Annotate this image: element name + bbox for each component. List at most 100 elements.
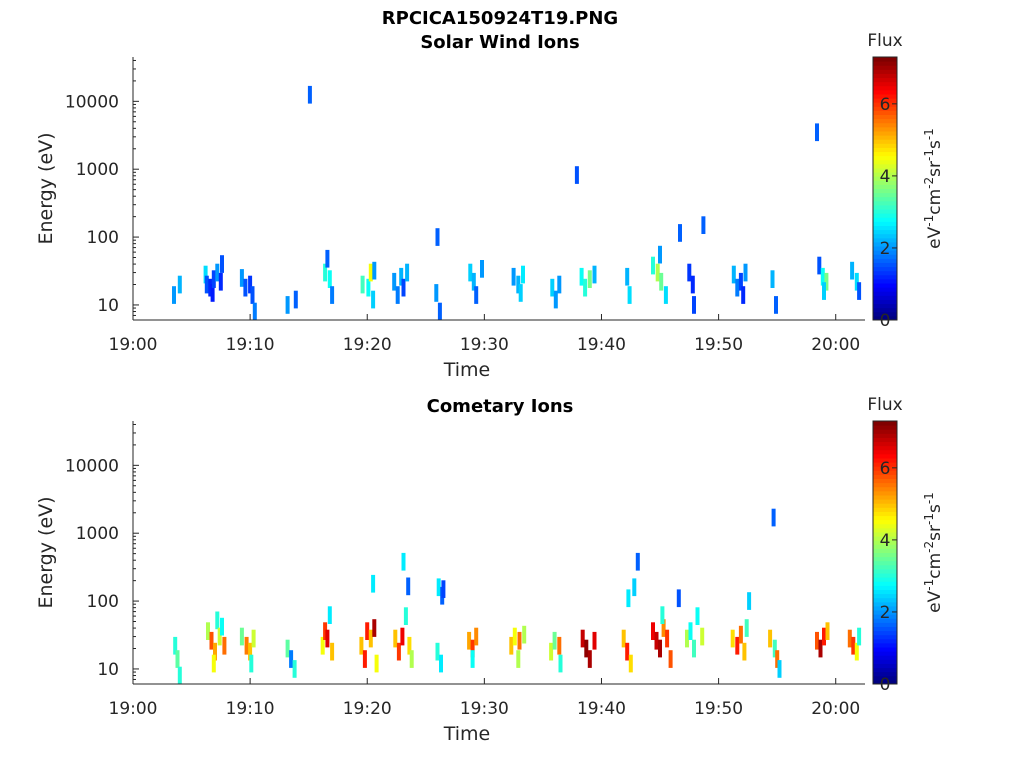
- heatmap-cell: [580, 629, 585, 648]
- heatmap-cell: [658, 245, 662, 264]
- colorbar-swatch: [873, 515, 897, 521]
- heatmap-cell: [368, 629, 373, 648]
- heatmap-cell: [325, 629, 330, 648]
- heatmap-cell: [251, 629, 256, 648]
- heatmap-cell: [177, 666, 182, 685]
- heatmap-cell: [372, 261, 377, 280]
- heatmap-cell: [371, 290, 376, 309]
- heatmap-cell: [627, 286, 632, 304]
- heatmap-cell: [396, 642, 401, 661]
- colorbar-swatch: [873, 303, 897, 309]
- heatmap-cell: [738, 625, 743, 644]
- heatmap-cell: [738, 272, 743, 291]
- heatmap-cell: [172, 286, 176, 304]
- heatmap-cell: [659, 272, 664, 291]
- heatmap-cell: [815, 631, 819, 650]
- heatmap-cell: [557, 636, 562, 655]
- colorbar-swatch: [873, 200, 897, 206]
- heatmap-cell: [252, 302, 257, 321]
- colorbar-swatch: [873, 204, 897, 210]
- colorbar-swatch: [873, 527, 897, 533]
- heatmap-cell: [574, 166, 579, 184]
- colorbar-swatch: [873, 163, 897, 169]
- heatmap-cell: [206, 622, 210, 640]
- heatmap-cell: [587, 270, 592, 288]
- heatmap-cell: [400, 627, 405, 646]
- y-tick-label: 100: [87, 592, 119, 612]
- colorbar-swatch: [873, 568, 897, 574]
- colorbar-swatch: [873, 634, 897, 640]
- heatmap-cell: [700, 627, 705, 646]
- heatmap-cell: [204, 275, 209, 294]
- colorbar-swatch: [873, 651, 897, 656]
- colorbar-swatch: [873, 266, 897, 272]
- heatmap-cell: [854, 272, 859, 291]
- colorbar-swatch: [873, 671, 897, 677]
- colorbar-swatch: [873, 196, 897, 202]
- colorbar-swatch: [873, 597, 897, 603]
- heatmap-cell: [730, 629, 735, 648]
- colorbar-swatch: [873, 192, 897, 198]
- colorbar-swatch: [873, 564, 897, 570]
- colorbar-swatch: [873, 77, 897, 83]
- colorbar-swatch: [873, 429, 897, 434]
- heatmap-cell: [851, 636, 856, 655]
- colorbar-swatch: [873, 114, 897, 120]
- colorbar-swatch: [873, 482, 897, 488]
- heatmap-cell: [817, 256, 822, 275]
- heatmap-cells: [172, 85, 862, 321]
- heatmap-cell: [470, 639, 475, 658]
- heatmap-cell: [441, 580, 446, 598]
- colorbar-swatch: [873, 89, 897, 95]
- heatmap-cell: [692, 639, 696, 658]
- heatmap-cell: [744, 619, 749, 637]
- colorbar-swatch: [873, 523, 897, 529]
- heatmap-cell: [516, 275, 521, 294]
- heatmap-cell: [635, 552, 640, 571]
- x-tick-label: 19:10: [226, 699, 275, 719]
- heatmap-cell: [847, 629, 852, 648]
- heatmap-cell: [285, 296, 290, 314]
- heatmap-cell: [558, 654, 563, 673]
- heatmap-cell: [857, 627, 862, 646]
- heatmap-cell: [695, 607, 700, 625]
- heatmap-cell: [651, 622, 655, 640]
- x-tick-label: 20:00: [811, 335, 860, 355]
- heatmap-cell: [365, 622, 370, 640]
- heatmap-cell: [651, 256, 655, 275]
- colorbar-swatch: [873, 421, 897, 426]
- colorbar-swatch: [873, 647, 897, 652]
- heatmap-cell: [632, 578, 637, 597]
- heatmap-cell: [366, 278, 371, 297]
- colorbar-swatch: [873, 180, 897, 185]
- figure-title: RPCICA150924T19.PNG: [382, 8, 618, 29]
- heatmap-cell: [293, 290, 298, 309]
- colorbar-swatch: [873, 159, 897, 165]
- heatmap-cell: [480, 260, 484, 278]
- heatmap-cell: [220, 617, 224, 636]
- colorbar-swatch: [873, 85, 897, 91]
- heatmap-cell: [239, 269, 244, 287]
- heatmap-cell: [220, 255, 224, 273]
- colorbar-swatch: [873, 209, 897, 214]
- colorbar-swatch: [873, 519, 897, 525]
- heatmap-cell: [250, 286, 255, 304]
- colorbar-title: Flux: [867, 395, 902, 415]
- colorbar-swatch: [873, 601, 897, 607]
- colorbar-swatch: [873, 548, 897, 553]
- heatmap-cell: [436, 578, 441, 597]
- colorbar-swatch: [873, 577, 897, 582]
- heatmap-cell: [549, 642, 554, 661]
- colorbar-swatch: [873, 433, 897, 438]
- colorbar-title: Flux: [867, 31, 902, 51]
- colorbar-swatch: [873, 437, 897, 443]
- plot-area: [133, 57, 865, 320]
- colorbar-frame: [872, 420, 898, 685]
- colorbar-swatch: [873, 143, 897, 148]
- heatmap-cell: [661, 619, 666, 637]
- heatmap-cell: [211, 654, 216, 673]
- x-tick-label: 19:40: [577, 699, 626, 719]
- colorbar-swatch: [873, 73, 897, 79]
- heatmap-cell: [592, 631, 597, 650]
- colorbar-swatch: [873, 425, 897, 430]
